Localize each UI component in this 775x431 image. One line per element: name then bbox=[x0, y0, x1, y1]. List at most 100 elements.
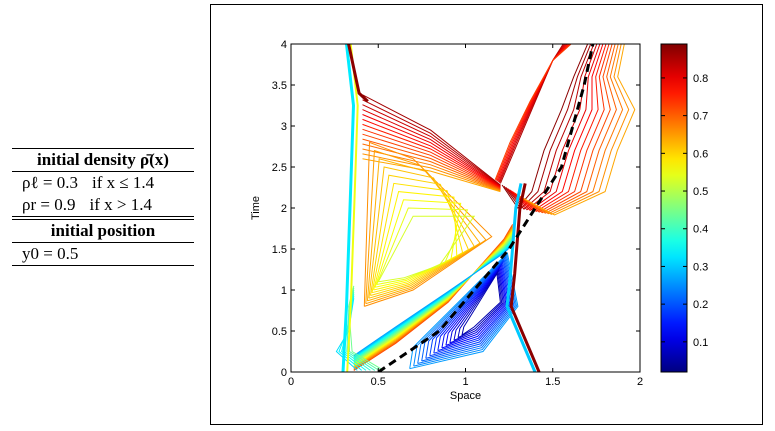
colorbar-tick-label: 0.7 bbox=[693, 111, 708, 123]
density-row-right-expr: ρr = 0.9 bbox=[22, 195, 76, 214]
contour-line-interior bbox=[376, 207, 469, 285]
y-tick-label: 3.5 bbox=[272, 80, 287, 92]
colorbar-tick-label: 0.4 bbox=[693, 224, 708, 236]
contour-line-upper-fan bbox=[362, 143, 501, 191]
front-left-yellow bbox=[346, 44, 359, 372]
y-tick-label: 1.5 bbox=[272, 244, 287, 256]
contour-line-upper-fan bbox=[362, 118, 501, 189]
contour-line-upper-band bbox=[505, 44, 595, 210]
contour-line-lower-wedge bbox=[429, 259, 512, 357]
contour-line-upper-fan bbox=[362, 104, 501, 187]
contour-line-upper-fan bbox=[362, 114, 501, 188]
density-row-right-cond: if x > 1.4 bbox=[89, 195, 152, 214]
plot-frame bbox=[290, 43, 641, 373]
contour-figure: 0 0.5 1 1.5 2 0 0.5 1 1.5 2 2.5 3 3.5 4 Space Time 0.1 0.… bbox=[210, 4, 763, 425]
contour-line-upper-fan bbox=[362, 94, 501, 186]
table-rule bbox=[12, 242, 194, 243]
contour-line-upper-band bbox=[514, 44, 610, 213]
x-tick-label: 0.5 bbox=[371, 376, 386, 388]
table-top-rule bbox=[12, 148, 194, 149]
y-tick-label: 0.5 bbox=[272, 326, 287, 338]
contour-line-upper-fan bbox=[362, 109, 501, 188]
y-tick-label: 2 bbox=[281, 203, 287, 215]
x-tick-label: 1 bbox=[462, 376, 468, 388]
colorbar-tick-label: 0.5 bbox=[693, 186, 708, 198]
contour-line-diagonal bbox=[353, 230, 514, 367]
contour-line-upper-band bbox=[501, 44, 589, 209]
contour-line-upper-band bbox=[523, 44, 636, 216]
colorbar-tick-label: 0.6 bbox=[693, 148, 708, 160]
x-tick-label: 1.5 bbox=[545, 376, 560, 388]
position-row-expr: y0 = 0.5 bbox=[22, 244, 79, 263]
front-left-top-red bbox=[347, 44, 369, 103]
contour-line-interior bbox=[370, 174, 470, 296]
contour-line-interior bbox=[368, 166, 475, 299]
contour-line-upper-band bbox=[509, 44, 601, 211]
y-tick-label: 2.5 bbox=[272, 162, 287, 174]
contour-line-interior bbox=[377, 215, 476, 283]
contour-line-upper-fan bbox=[362, 128, 501, 190]
contour-line-diagonal bbox=[353, 243, 513, 357]
contour-line-diagonal bbox=[353, 238, 513, 361]
contour-plot: 0 0.5 1 1.5 2 0 0.5 1 1.5 2 2.5 3 3.5 4 Space Time 0.1 0.… bbox=[250, 39, 708, 402]
colorbar-tick-label: 0.8 bbox=[693, 73, 708, 85]
contour-line-lower-wedge bbox=[445, 266, 507, 346]
contour-line-lower-wedge bbox=[461, 272, 501, 336]
table-double-rule bbox=[12, 216, 194, 220]
x-tick-label: 0 bbox=[288, 376, 294, 388]
contour-line-lower-wedge bbox=[441, 264, 508, 349]
contour-line-upper-fan bbox=[362, 123, 501, 189]
density-row-left: ρℓ = 0.3 if x ≤ 1.4 bbox=[12, 172, 194, 194]
table-rule bbox=[12, 171, 194, 172]
contour-line-lower-wedge bbox=[437, 262, 510, 352]
contour-line-lower-wedge bbox=[453, 269, 504, 341]
colorbar bbox=[660, 43, 688, 373]
x-axis-label: Space bbox=[450, 390, 481, 402]
density-row-left-cond: if x ≤ 1.4 bbox=[91, 173, 155, 192]
density-row-left-expr: ρℓ = 0.3 bbox=[22, 173, 78, 192]
contour-line-diagonal bbox=[353, 244, 513, 357]
position-row: y0 = 0.5 bbox=[12, 243, 194, 265]
contour-line-upper-band bbox=[518, 44, 617, 214]
table-bottom-rule bbox=[12, 265, 194, 266]
y-tick-label: 1 bbox=[281, 285, 287, 297]
contour-line-upper-fan bbox=[362, 138, 501, 191]
density-header: initial density ρ̄(x) bbox=[37, 150, 169, 169]
contour-line-interior bbox=[374, 199, 462, 288]
colorbar-tick-label: 0.2 bbox=[693, 299, 708, 311]
contour-line-upper-band bbox=[503, 44, 592, 210]
y-axis-label: Time bbox=[250, 196, 262, 220]
contour-line-upper-fan bbox=[362, 133, 501, 190]
density-row-right: ρr = 0.9 if x > 1.4 bbox=[12, 194, 194, 216]
contour-line-lower-wedge bbox=[449, 267, 505, 344]
front-left-cyan bbox=[341, 44, 356, 372]
colorbar-tick-label: 0.3 bbox=[693, 261, 708, 273]
front-right-red bbox=[509, 183, 541, 372]
contour-line-diagonal bbox=[353, 234, 513, 363]
contour-line-lower-wedge bbox=[457, 270, 503, 339]
position-header: initial position bbox=[50, 221, 156, 240]
parameter-table: initial density ρ̄(x) ρℓ = 0.3 if x ≤ 1.4… bbox=[12, 148, 194, 266]
contour-line-upper-band bbox=[512, 44, 607, 213]
contour-line-upper-fan bbox=[362, 153, 501, 192]
contour-layer bbox=[335, 44, 636, 372]
contour-line-upper-band bbox=[516, 44, 613, 214]
x-tick-label: 2 bbox=[637, 376, 643, 388]
colorbar-tick-label: 0.1 bbox=[693, 337, 708, 349]
contour-line-upper-fan bbox=[362, 99, 501, 186]
front-right-cyan bbox=[505, 183, 537, 372]
contour-line-lower-wedge bbox=[413, 253, 518, 367]
y-tick-label: 4 bbox=[281, 39, 287, 51]
contour-line-lower-wedge bbox=[433, 261, 511, 354]
contour-line-upper-left bbox=[499, 44, 564, 184]
trajectory-dashed-line bbox=[377, 44, 595, 372]
contour-line-upper-band bbox=[520, 44, 624, 215]
contour-line-interior bbox=[363, 141, 493, 307]
contour-line-interior bbox=[366, 158, 481, 302]
y-tick-label: 3 bbox=[281, 121, 287, 133]
contour-line-upper-fan bbox=[362, 158, 501, 193]
contour-line-upper-left bbox=[494, 44, 572, 180]
y-tick-label: 0 bbox=[281, 367, 287, 379]
contour-line-upper-band bbox=[522, 44, 630, 215]
contour-line-interior bbox=[373, 191, 458, 291]
